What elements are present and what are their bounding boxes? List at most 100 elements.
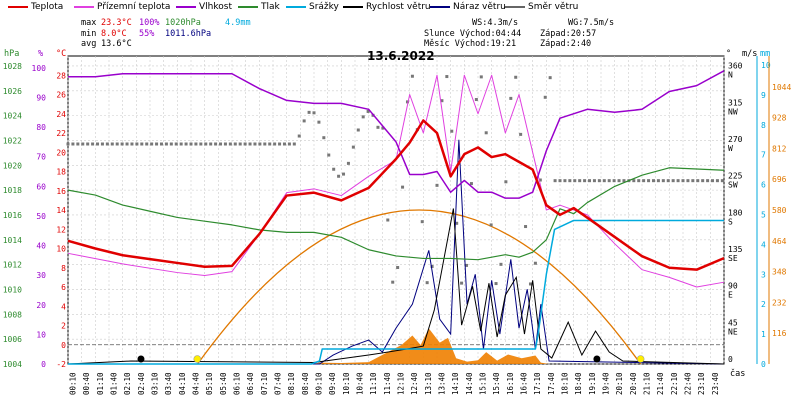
- wind-dir-point: [164, 142, 168, 146]
- radiation-area: [311, 328, 550, 364]
- tick-hpa: 1028: [3, 62, 22, 71]
- wind-dir-point: [524, 225, 528, 229]
- tick-time: 09:10: [315, 372, 324, 395]
- tick-degc: 26: [56, 91, 66, 100]
- wind-dir-point: [140, 142, 144, 146]
- tick-time: 22:40: [684, 372, 693, 395]
- tick-deg: 180: [728, 208, 743, 217]
- tick-ms: 9: [761, 91, 766, 100]
- legend-teplota: Teplota: [8, 2, 63, 12]
- tick-time: 15:40: [492, 372, 501, 395]
- tick-degc: 2: [61, 322, 66, 331]
- wind-dir-point: [238, 142, 242, 146]
- wind-dir-point: [297, 134, 301, 138]
- wind-dir-point: [302, 119, 306, 123]
- tick-hpa: 1014: [3, 236, 22, 245]
- wind-dir-point: [96, 142, 100, 146]
- wind-dir-point: [578, 179, 582, 183]
- tick-ms: 8: [761, 121, 766, 130]
- unit-mm: mm: [760, 49, 771, 59]
- tick-hpa: 1010: [3, 285, 22, 294]
- tick-degc: 0: [61, 341, 66, 350]
- stat-max-rain: 4.9mm: [225, 18, 251, 28]
- wind-dir-point: [105, 142, 109, 146]
- wind-dir-point: [233, 142, 237, 146]
- tick-time: 23:10: [697, 372, 706, 395]
- tick-time: 02:40: [137, 372, 146, 395]
- tick-dir: SE: [728, 254, 738, 263]
- tick-hpa: 1024: [3, 112, 22, 121]
- wind-dir-point: [445, 75, 449, 79]
- stat-min-hum: 55%: [139, 29, 155, 39]
- tick-ms: 6: [761, 181, 766, 190]
- wind-dir-point: [405, 100, 409, 104]
- tick-hpa: 1004: [3, 360, 22, 369]
- tick-hpa: 1026: [3, 87, 22, 96]
- wind-dir-point: [396, 266, 400, 270]
- series-teplota: [67, 119, 725, 271]
- wind-dir-point: [484, 131, 488, 135]
- tick-time: 21:40: [656, 372, 665, 395]
- wind-dir-point: [76, 142, 80, 146]
- wind-dir-point: [489, 223, 493, 227]
- stat-min-press: 1011.6hPa: [165, 29, 212, 39]
- wind-dir-point: [199, 142, 203, 146]
- tick-ms: 5: [761, 210, 766, 219]
- stat-min-label: min: [81, 29, 97, 39]
- wind-dir-point: [528, 282, 532, 286]
- wind-dir-point: [661, 179, 665, 183]
- tick-time: 16:40: [520, 372, 529, 395]
- tick-dir: N: [728, 71, 733, 80]
- wind-dir-point: [715, 179, 719, 183]
- series-sr-ky: [68, 219, 724, 365]
- wind-dir-point: [519, 132, 523, 136]
- wind-dir-point: [248, 142, 252, 146]
- wind-dir-point: [588, 179, 592, 183]
- wind-dir-point: [327, 153, 331, 157]
- speed-line: [67, 208, 725, 365]
- wind-dir-point: [592, 179, 596, 183]
- wind-dir-point: [287, 142, 291, 146]
- wind-dir-point: [651, 179, 655, 183]
- wind-dir-point: [568, 179, 572, 183]
- wind-dir-point: [666, 179, 670, 183]
- tick-time: 19:10: [588, 372, 597, 395]
- wind-dir-point: [115, 142, 119, 146]
- wind-dir-point: [637, 179, 641, 183]
- tick-pct: 30: [36, 271, 46, 280]
- wind-dir-point: [169, 142, 173, 146]
- tick-degc: 28: [56, 71, 66, 80]
- wind-dir-point: [263, 142, 267, 146]
- wind-dir-point: [135, 142, 139, 146]
- tick-pct: 50: [36, 212, 46, 221]
- tick-ms: 0: [761, 360, 766, 369]
- tick-mm: 928: [772, 114, 787, 123]
- tick-time: 01:40: [110, 372, 119, 395]
- stat-max-hum: 100%: [139, 18, 160, 28]
- tick-time: 19:40: [602, 372, 611, 395]
- tick-time: 15:10: [479, 372, 488, 395]
- tick-deg: 0: [728, 355, 733, 364]
- sunrise-marker: [193, 355, 202, 363]
- wind-dir-point: [342, 172, 346, 176]
- wind-dir-point: [228, 142, 232, 146]
- tick-pct: 70: [36, 153, 46, 162]
- stat-mesic-zapad: Západ:2:40: [540, 39, 592, 49]
- wind-dir-point: [440, 99, 444, 103]
- wind-dir-point: [597, 179, 601, 183]
- tick-ms: 2: [761, 300, 766, 309]
- tick-hpa: 1008: [3, 310, 22, 319]
- wind-dir-point: [100, 142, 104, 146]
- tick-hpa: 1012: [3, 261, 22, 270]
- gust-line: [68, 139, 725, 365]
- tick-time: 04:10: [178, 372, 187, 395]
- unit-deg: °: [726, 49, 732, 59]
- wind-dir-point: [209, 142, 213, 146]
- stat-mesic: Měsíc Východ:19:21: [424, 39, 517, 49]
- legend-vlhkost: Vlhkost: [176, 2, 232, 12]
- wind-dir-point: [292, 142, 296, 146]
- unit-cas: čas: [730, 369, 746, 379]
- wind-dir-point: [361, 115, 365, 119]
- wind-dir-point: [204, 142, 208, 146]
- wind-dir-point: [450, 129, 454, 133]
